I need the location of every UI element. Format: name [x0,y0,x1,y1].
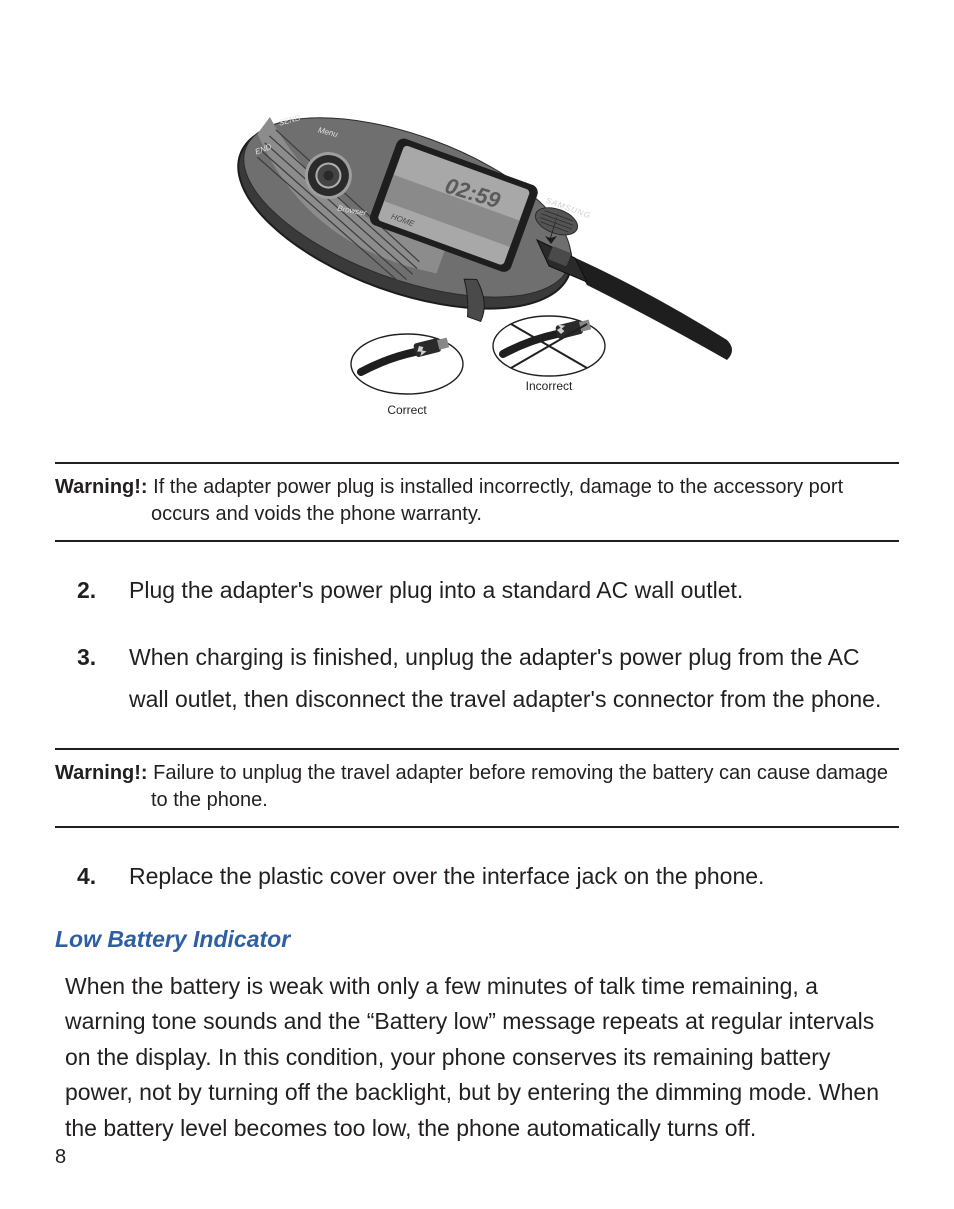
correct-label: Correct [387,403,427,417]
phone-charging-illustration: SEND END Menu Browser 02:59 HOME SAMSUNG [217,60,737,430]
step-4-text: Replace the plastic cover over the inter… [129,856,899,897]
step-4: 4. Replace the plastic cover over the in… [55,856,899,897]
step-4-number: 4. [55,856,129,897]
figure-charging: SEND END Menu Browser 02:59 HOME SAMSUNG [55,60,899,450]
step-3: 3. When charging is finished, unplug the… [55,637,899,720]
step-3-number: 3. [55,637,129,720]
steps-list-a: 2. Plug the adapter's power plug into a … [55,570,899,720]
subheading-low-battery: Low Battery Indicator [55,926,899,953]
step-2: 2. Plug the adapter's power plug into a … [55,570,899,611]
warning-text-2: Failure to unplug the travel adapter bef… [151,762,888,811]
step-2-number: 2. [55,570,129,611]
warning-block-1: Warning!: If the adapter power plug is i… [55,462,899,542]
step-3-text: When charging is finished, unplug the ad… [129,637,899,720]
incorrect-label: Incorrect [526,379,573,393]
warning-label-1: Warning!: [55,476,148,498]
page-number: 8 [55,1146,66,1169]
warning-block-2: Warning!: Failure to unplug the travel a… [55,748,899,828]
warning-label-2: Warning!: [55,762,148,784]
body-paragraph: When the battery is weak with only a few… [55,969,899,1147]
step-2-text: Plug the adapter's power plug into a sta… [129,570,899,611]
steps-list-b: 4. Replace the plastic cover over the in… [55,856,899,897]
warning-text-1: If the adapter power plug is installed i… [151,476,843,525]
